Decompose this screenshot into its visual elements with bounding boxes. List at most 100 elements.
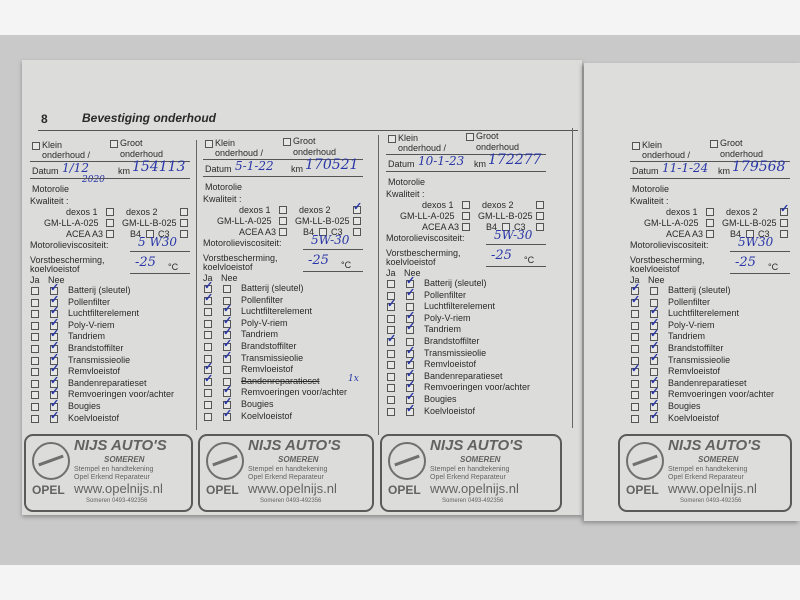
ja-checkbox[interactable]	[204, 389, 212, 398]
gm-ll-a-025-checkbox[interactable]	[706, 219, 714, 227]
acea-a3-checkbox[interactable]	[706, 230, 714, 238]
b4-checkbox[interactable]	[502, 223, 510, 231]
ja-checkbox[interactable]	[204, 293, 213, 305]
acea-a3-checkbox[interactable]	[279, 228, 287, 236]
ja-checkbox[interactable]	[387, 407, 395, 416]
nee-checkbox[interactable]	[50, 411, 59, 423]
ja-checkbox[interactable]	[387, 280, 395, 288]
ja-checkbox[interactable]	[31, 391, 39, 400]
ja-checkbox[interactable]	[631, 333, 639, 342]
groot-onderhoud-checkbox[interactable]	[466, 133, 474, 141]
acea-a3-checkbox[interactable]	[462, 223, 470, 231]
dexos2-checkbox[interactable]	[180, 208, 188, 216]
ja-checkbox[interactable]	[204, 343, 212, 351]
dealer-stamp: NIJS AUTO'S SOMEREN Stempel en handtekenin…	[198, 434, 374, 512]
dexos2-checkbox[interactable]	[353, 202, 362, 214]
checklist-item: Poly-V-riem	[668, 319, 715, 330]
gm-ll-b-025-checkbox[interactable]	[180, 219, 188, 227]
ja-checkbox[interactable]	[387, 299, 396, 312]
nee-checkbox[interactable]	[223, 409, 232, 421]
km-label: km	[718, 166, 730, 176]
checklist-item: Transmissieolie	[241, 352, 304, 363]
nee-checkbox[interactable]	[650, 287, 658, 295]
ja-checkbox[interactable]	[31, 345, 39, 353]
oil-quality-gmllb: GM-LL-B-025	[295, 216, 350, 226]
vorst-label-2: koelvloeistof	[386, 257, 436, 267]
ja-checkbox[interactable]	[204, 331, 212, 340]
klein-onderhoud-checkbox[interactable]	[388, 135, 396, 143]
ja-checkbox[interactable]	[631, 321, 639, 330]
dexos1-checkbox[interactable]	[279, 206, 287, 214]
ja-checkbox[interactable]	[631, 345, 639, 353]
dexos1-checkbox[interactable]	[462, 201, 470, 209]
ja-checkbox[interactable]	[204, 401, 212, 409]
ja-checkbox[interactable]	[387, 334, 396, 346]
gm-ll-b-025-checkbox[interactable]	[353, 217, 361, 225]
ja-checkbox[interactable]	[204, 374, 213, 386]
ja-checkbox[interactable]	[631, 414, 639, 423]
ja-checkbox[interactable]	[387, 372, 395, 381]
b4-checkbox[interactable]	[146, 230, 154, 238]
nee-checkbox[interactable]	[406, 322, 415, 335]
nee-checkbox[interactable]	[650, 353, 659, 365]
nee-checkbox[interactable]	[223, 285, 231, 293]
ja-checkbox[interactable]	[631, 310, 639, 319]
km-value: 154113	[132, 159, 186, 175]
rule	[630, 178, 790, 179]
ja-checkbox[interactable]	[204, 308, 212, 317]
nee-checkbox[interactable]	[223, 351, 232, 363]
gm-ll-b-025-checkbox[interactable]	[536, 212, 544, 220]
ja-checkbox[interactable]	[631, 403, 639, 411]
klein-onderhoud-checkbox[interactable]	[32, 142, 40, 150]
nee-checkbox[interactable]	[650, 411, 659, 423]
gm-ll-a-025-checkbox[interactable]	[106, 219, 114, 227]
gm-ll-a-025-checkbox[interactable]	[279, 217, 287, 225]
gm-ll-b-025-checkbox[interactable]	[780, 219, 788, 227]
ja-checkbox[interactable]	[31, 321, 39, 330]
ja-checkbox[interactable]	[31, 298, 39, 307]
c3-checkbox[interactable]	[353, 228, 361, 236]
ja-checkbox[interactable]	[631, 379, 639, 388]
c3-checkbox[interactable]	[536, 223, 544, 231]
ja-checkbox[interactable]	[631, 364, 640, 377]
ja-checkbox[interactable]	[387, 396, 395, 404]
maintenance-entry: Klein onderhoud / Groot onderhoud Datum 1/12 k…	[30, 138, 195, 430]
ja-checkbox[interactable]	[31, 333, 39, 342]
groot-onderhoud-checkbox[interactable]	[110, 140, 118, 148]
ja-checkbox[interactable]	[31, 310, 39, 319]
nee-checkbox[interactable]	[406, 404, 415, 416]
b4-checkbox[interactable]	[746, 230, 754, 238]
ja-checkbox[interactable]	[31, 379, 39, 388]
oil-quality-gmlla: GM-LL-A-025	[44, 218, 99, 228]
c3-checkbox[interactable]	[180, 230, 188, 238]
ja-checkbox[interactable]	[31, 403, 39, 411]
b4-checkbox[interactable]	[319, 228, 327, 236]
c3-checkbox[interactable]	[780, 230, 788, 238]
nee-checkbox[interactable]	[406, 288, 415, 300]
dexos2-checkbox[interactable]	[536, 201, 544, 209]
klein-onderhoud-checkbox[interactable]	[205, 140, 213, 148]
vorst-label: Vorstbescherming,	[203, 253, 278, 263]
ja-checkbox[interactable]	[631, 295, 640, 307]
acea-a3-checkbox[interactable]	[106, 230, 114, 238]
ja-checkbox[interactable]	[387, 314, 395, 323]
ja-checkbox[interactable]	[204, 412, 212, 421]
dexos1-checkbox[interactable]	[706, 208, 714, 216]
celsius-label: °C	[168, 262, 179, 272]
klein-onderhoud-checkbox[interactable]	[632, 142, 640, 150]
groot-onderhoud-checkbox[interactable]	[283, 138, 291, 146]
nee-checkbox[interactable]	[223, 366, 231, 375]
ja-checkbox[interactable]	[204, 319, 212, 328]
ja-checkbox[interactable]	[31, 356, 39, 365]
ja-checkbox[interactable]	[31, 287, 39, 295]
ja-checkbox[interactable]	[387, 361, 395, 370]
ja-checkbox[interactable]	[631, 391, 639, 400]
ja-checkbox[interactable]	[387, 384, 395, 393]
groot-onderhoud-checkbox[interactable]	[710, 140, 718, 148]
dexos2-checkbox[interactable]	[780, 204, 789, 216]
ja-checkbox[interactable]	[31, 414, 39, 423]
ja-checkbox[interactable]	[387, 349, 395, 358]
ja-checkbox[interactable]	[31, 368, 39, 377]
gm-ll-a-025-checkbox[interactable]	[462, 212, 470, 220]
dexos1-checkbox[interactable]	[106, 208, 114, 216]
